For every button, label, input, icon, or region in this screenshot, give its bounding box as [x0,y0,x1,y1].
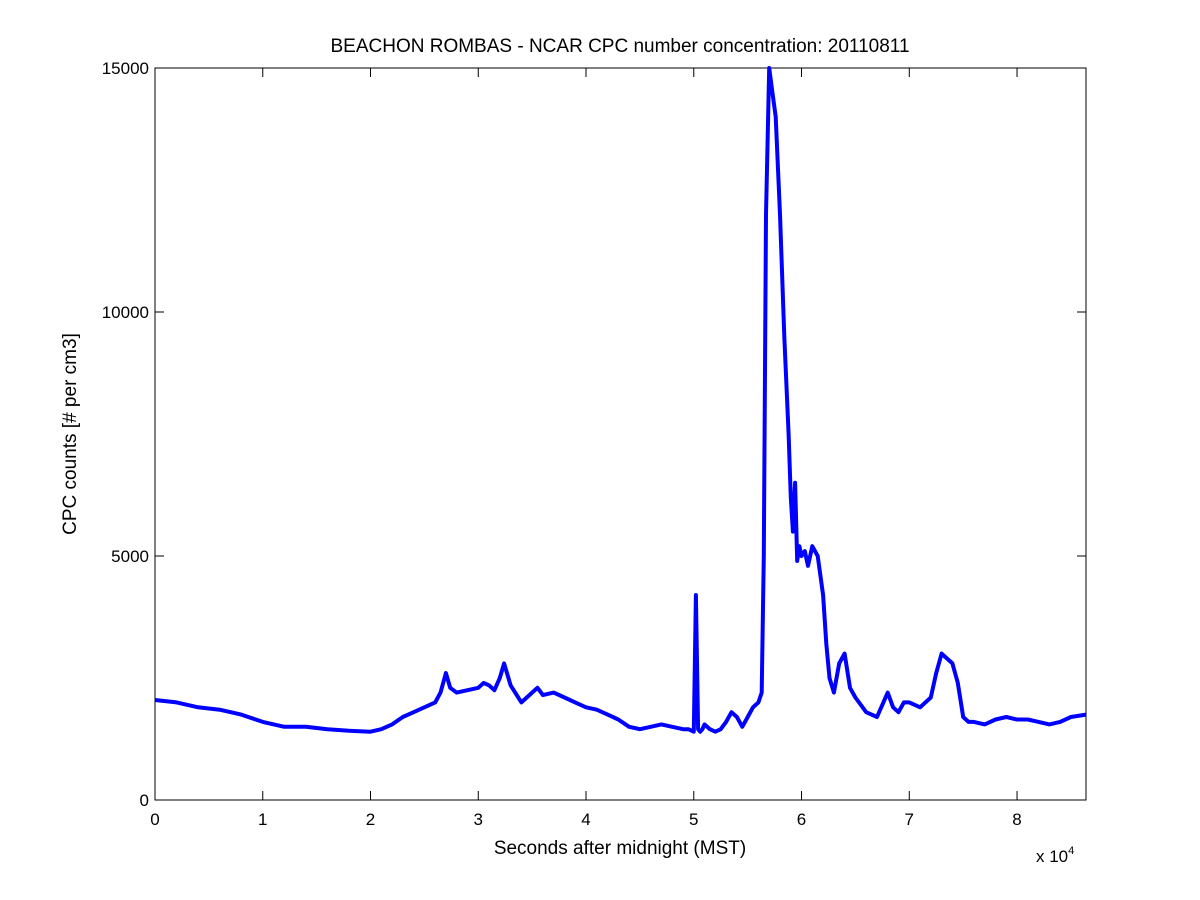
plot-area-frame [155,68,1086,800]
x-tick-label: 5 [689,810,698,829]
chart-title: BEACHON ROMBAS - NCAR CPC number concent… [330,36,909,57]
x-axis-label: Seconds after midnight (MST) [494,838,746,859]
x-axis-multiplier-base: x 10 [1036,847,1068,866]
x-tick-label: 3 [474,810,483,829]
x-tick-label: 8 [1012,810,1021,829]
x-tick-label: 6 [797,810,806,829]
x-tick-label: 2 [366,810,375,829]
y-axis-label: CPC counts [# per cm3] [60,333,81,535]
x-tick-label: 7 [905,810,914,829]
x-axis-multiplier: x 104 [1036,845,1074,866]
x-tick-label: 0 [150,810,159,829]
x-tick-label: 1 [258,810,267,829]
x-axis-multiplier-exponent: 4 [1068,845,1074,857]
y-tick-label: 10000 [102,303,149,322]
x-tick-label: 4 [581,810,590,829]
y-tick-label: 0 [140,791,149,810]
y-tick-label: 15000 [102,59,149,78]
y-tick-label: 5000 [111,547,149,566]
